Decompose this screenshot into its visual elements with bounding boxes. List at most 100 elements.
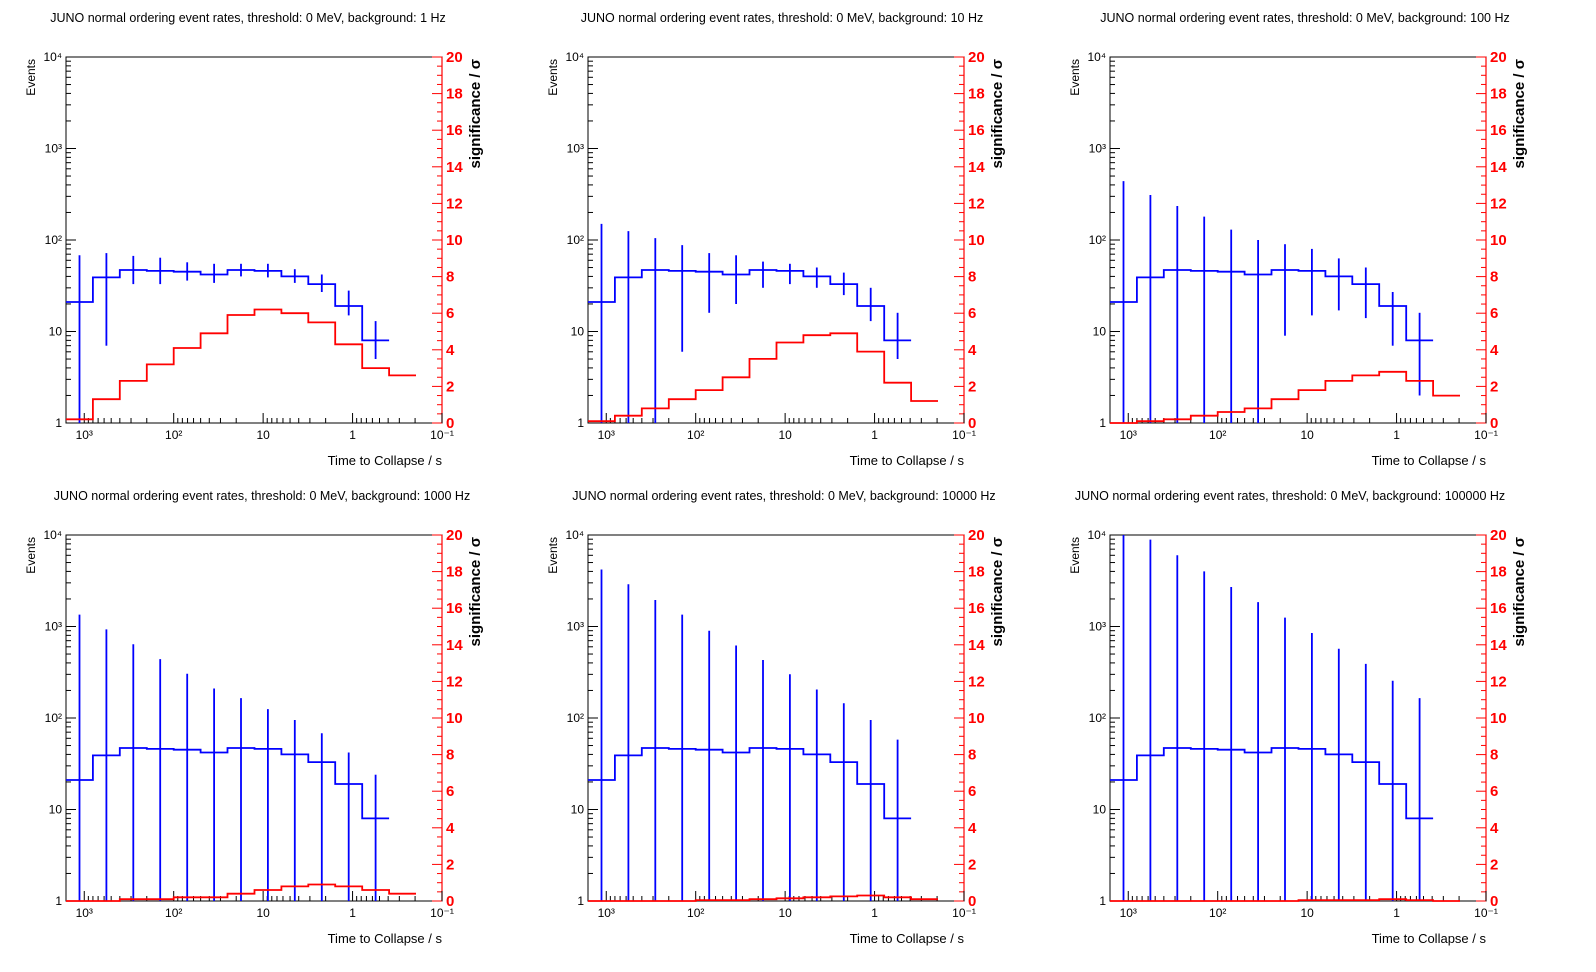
series-significance bbox=[1110, 898, 1460, 902]
chart-title: JUNO normal ordering event rates, thresh… bbox=[572, 489, 995, 503]
y2-tick-label: 2 bbox=[1490, 856, 1498, 873]
y2-tick-label: 0 bbox=[968, 893, 976, 910]
y-tick-label: 10 bbox=[49, 803, 63, 817]
y2-tick-label: 6 bbox=[446, 305, 454, 322]
series-events bbox=[1110, 535, 1434, 901]
series-significance bbox=[588, 332, 938, 423]
y-tick-label: 10³ bbox=[567, 142, 584, 156]
chart-title: JUNO normal ordering event rates, thresh… bbox=[581, 11, 984, 25]
series-step-line bbox=[1110, 898, 1460, 902]
y2-tick-label: 8 bbox=[1490, 269, 1498, 286]
x-axis-label: Time to Collapse / s bbox=[850, 453, 965, 468]
plot-frame bbox=[1109, 534, 1487, 902]
series-significance bbox=[1110, 370, 1460, 424]
y-tick-label: 10 bbox=[571, 325, 585, 339]
y2-tick-label: 10 bbox=[968, 710, 985, 727]
y-tick-label: 1 bbox=[1099, 894, 1106, 908]
y2-tick-label: 18 bbox=[1490, 86, 1507, 103]
y2-tick-label: 10 bbox=[446, 232, 463, 249]
series-significance bbox=[66, 883, 416, 902]
y-tick-label: 10 bbox=[49, 325, 63, 339]
series-step-line bbox=[588, 269, 912, 342]
y2-tick-label: 2 bbox=[446, 856, 454, 873]
y-tick-label: 10 bbox=[1093, 803, 1107, 817]
x-tick-label: 10² bbox=[165, 906, 182, 920]
y2-axis-label: significance / σ bbox=[1511, 537, 1528, 646]
chart-panel-3: JUNO normal ordering event rates, thresh… bbox=[1068, 11, 1528, 468]
y2-tick-label: 14 bbox=[968, 159, 985, 176]
x-tick-label: 1 bbox=[349, 906, 356, 920]
y-tick-label: 10⁴ bbox=[1087, 50, 1106, 64]
y2-axis-label: significance / σ bbox=[989, 537, 1006, 646]
y-tick-label: 10⁴ bbox=[565, 528, 584, 542]
x-tick-label: 1 bbox=[1393, 906, 1400, 920]
plot-frame bbox=[587, 534, 965, 902]
series-events bbox=[588, 569, 912, 901]
y2-tick-label: 6 bbox=[1490, 783, 1498, 800]
y-tick-label: 1 bbox=[55, 894, 62, 908]
y2-tick-label: 14 bbox=[1490, 159, 1507, 176]
y2-tick-label: 14 bbox=[968, 637, 985, 654]
y-axis-label: Events bbox=[546, 537, 560, 574]
y2-tick-label: 8 bbox=[446, 269, 454, 286]
y2-tick-label: 12 bbox=[446, 673, 463, 690]
series-step-line bbox=[1110, 370, 1460, 424]
y-tick-label: 10 bbox=[1093, 325, 1107, 339]
y-tick-label: 1 bbox=[1099, 416, 1106, 430]
chart-panel-5: JUNO normal ordering event rates, thresh… bbox=[546, 489, 1006, 946]
x-tick-label: 10² bbox=[1209, 428, 1226, 442]
x-tick-label: 10⁻¹ bbox=[430, 428, 454, 442]
y2-tick-label: 20 bbox=[968, 49, 985, 66]
y2-tick-label: 14 bbox=[446, 637, 463, 654]
chart-panel-2: JUNO normal ordering event rates, thresh… bbox=[546, 11, 1006, 468]
y-tick-label: 1 bbox=[577, 894, 584, 908]
x-tick-label: 10 bbox=[256, 906, 270, 920]
y2-tick-label: 14 bbox=[1490, 637, 1507, 654]
chart-title: JUNO normal ordering event rates, thresh… bbox=[54, 489, 470, 503]
series-step-line bbox=[1110, 269, 1434, 342]
x-tick-label: 10 bbox=[778, 428, 792, 442]
chart-panel-6: JUNO normal ordering event rates, thresh… bbox=[1068, 489, 1528, 946]
series-events bbox=[66, 614, 390, 901]
y-axis-label: Events bbox=[24, 537, 38, 574]
y-tick-label: 10⁴ bbox=[1087, 528, 1106, 542]
y2-tick-label: 14 bbox=[446, 159, 463, 176]
y2-tick-label: 16 bbox=[968, 122, 985, 139]
x-axis-label: Time to Collapse / s bbox=[1372, 931, 1487, 946]
x-axis-label: Time to Collapse / s bbox=[850, 931, 965, 946]
y2-axis-label: significance / σ bbox=[467, 537, 484, 646]
y-tick-label: 1 bbox=[577, 416, 584, 430]
y2-tick-label: 8 bbox=[968, 269, 976, 286]
y2-tick-label: 2 bbox=[968, 378, 976, 395]
series-step-line bbox=[66, 747, 390, 820]
series-events bbox=[588, 223, 912, 423]
y2-axis-label: significance / σ bbox=[1511, 59, 1528, 168]
y2-tick-label: 6 bbox=[968, 783, 976, 800]
y2-tick-label: 0 bbox=[968, 415, 976, 432]
y-axis-label: Events bbox=[1068, 537, 1082, 574]
y2-tick-label: 0 bbox=[446, 415, 454, 432]
y2-tick-label: 4 bbox=[968, 820, 977, 837]
y-axis-label: Events bbox=[24, 59, 38, 96]
y-tick-label: 10³ bbox=[567, 620, 584, 634]
y2-tick-label: 18 bbox=[1490, 564, 1507, 581]
series-events bbox=[66, 253, 390, 423]
y2-tick-label: 20 bbox=[1490, 527, 1507, 544]
plot-frame bbox=[65, 534, 443, 902]
x-tick-label: 10³ bbox=[1120, 428, 1137, 442]
y2-tick-label: 16 bbox=[446, 122, 463, 139]
y-tick-label: 10³ bbox=[1089, 620, 1106, 634]
x-tick-label: 10 bbox=[1300, 428, 1314, 442]
x-axis-label: Time to Collapse / s bbox=[328, 453, 443, 468]
y2-tick-label: 20 bbox=[968, 527, 985, 544]
y2-tick-label: 20 bbox=[446, 527, 463, 544]
chart-title: JUNO normal ordering event rates, thresh… bbox=[1100, 11, 1509, 25]
x-tick-label: 1 bbox=[871, 428, 878, 442]
chart-panel-1: JUNO normal ordering event rates, thresh… bbox=[24, 11, 484, 468]
x-tick-label: 1 bbox=[871, 906, 878, 920]
y-tick-label: 10⁴ bbox=[565, 50, 584, 64]
chart-panel-4: JUNO normal ordering event rates, thresh… bbox=[24, 489, 484, 946]
y-tick-label: 10² bbox=[567, 233, 584, 247]
x-tick-label: 10 bbox=[256, 428, 270, 442]
